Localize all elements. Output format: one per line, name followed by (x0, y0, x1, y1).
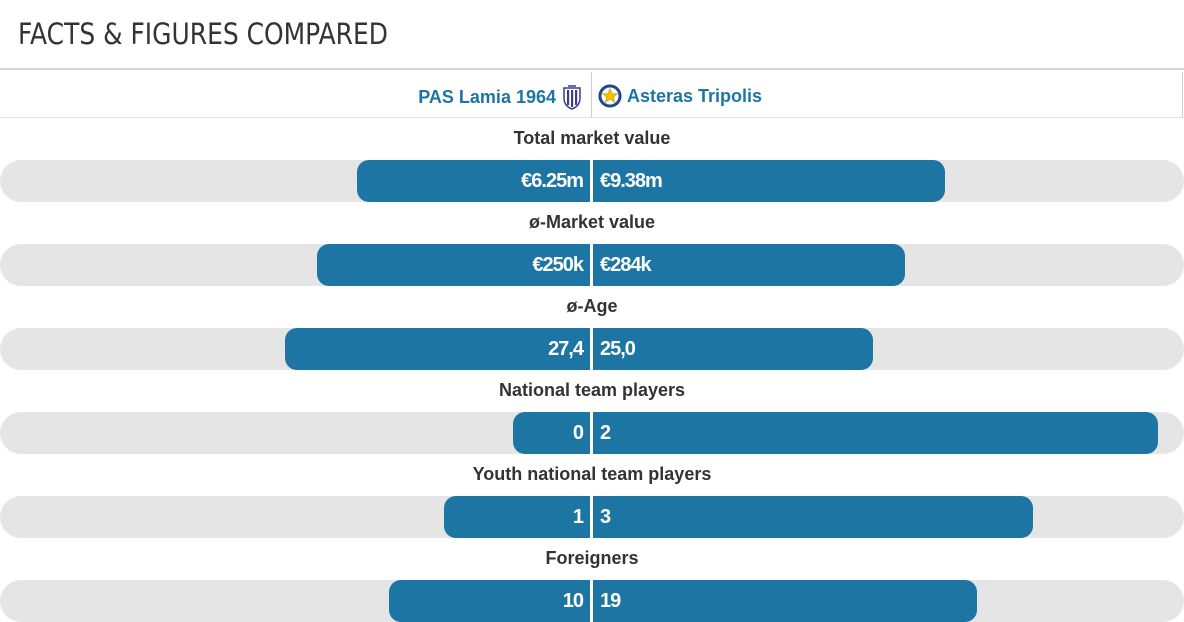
metric-bar-left (389, 580, 591, 622)
metric-label: Youth national team players (472, 464, 712, 484)
metric-bar-divider (590, 496, 593, 538)
metric-bar-right (593, 412, 1158, 454)
metric-value-left: 10 (562, 590, 584, 612)
section-header: FACTS & FIGURES COMPARED (0, 0, 1184, 70)
asteras-tripolis-crest-icon (598, 84, 622, 108)
metric-label: ø-Market value (528, 212, 656, 232)
metric-label: Foreigners (545, 548, 639, 568)
metric-bar-left (444, 496, 591, 538)
teams-row: PAS Lamia 1964 Asteras Tripolis (0, 72, 1184, 118)
metric-value-right: €284k (600, 254, 652, 276)
metric-value-left: 27,4 (548, 338, 584, 360)
metric-bar-divider (590, 160, 593, 202)
metric-label: Total market value (513, 128, 671, 148)
metric-bar-divider (590, 328, 593, 370)
section-title: FACTS & FIGURES COMPARED (18, 17, 388, 51)
metric-bar-right (593, 580, 977, 622)
teams-right-border (1182, 72, 1183, 118)
metric-value-left: 1 (572, 506, 584, 528)
metric-bar-track: €250k €284k (0, 244, 1184, 286)
team-right-name[interactable]: Asteras Tripolis (627, 85, 763, 106)
metric-bar-right (593, 160, 945, 202)
team-left-name[interactable]: PAS Lamia 1964 (418, 86, 556, 107)
metric-bar-divider (590, 412, 593, 454)
metric-bar-left (357, 160, 591, 202)
metric-value-right: 2 (600, 422, 611, 444)
metric-label: ø-Age (566, 296, 618, 316)
metric-value-left: 0 (572, 422, 584, 444)
metric-bar-left (285, 328, 591, 370)
metric-bar-track: 10 19 (0, 580, 1184, 622)
metric-bar-left (317, 244, 591, 286)
metric-value-left: €250k (532, 254, 584, 276)
metric-bar-divider (590, 580, 593, 622)
metric-bar-right (593, 328, 873, 370)
metric-label: National team players (498, 380, 686, 400)
metric-bar-right (593, 244, 905, 286)
team-right[interactable]: Asteras Tripolis (598, 84, 762, 108)
metric-value-left: €6.25m (521, 170, 584, 192)
metric-value-right: 3 (600, 506, 611, 528)
pas-lamia-crest-icon (563, 85, 581, 110)
teams-divider (591, 72, 592, 118)
metric-bar-track: €6.25m €9.38m (0, 160, 1184, 202)
metric-bar-divider (590, 244, 593, 286)
metric-bar-left (513, 412, 591, 454)
metric-bar-track: 27,4 25,0 (0, 328, 1184, 370)
team-left[interactable]: PAS Lamia 1964 (418, 84, 582, 110)
metric-bar-right (593, 496, 1033, 538)
metric-value-right: 25,0 (600, 338, 636, 360)
metric-value-right: €9.38m (600, 170, 663, 192)
metric-value-right: 19 (600, 590, 621, 612)
